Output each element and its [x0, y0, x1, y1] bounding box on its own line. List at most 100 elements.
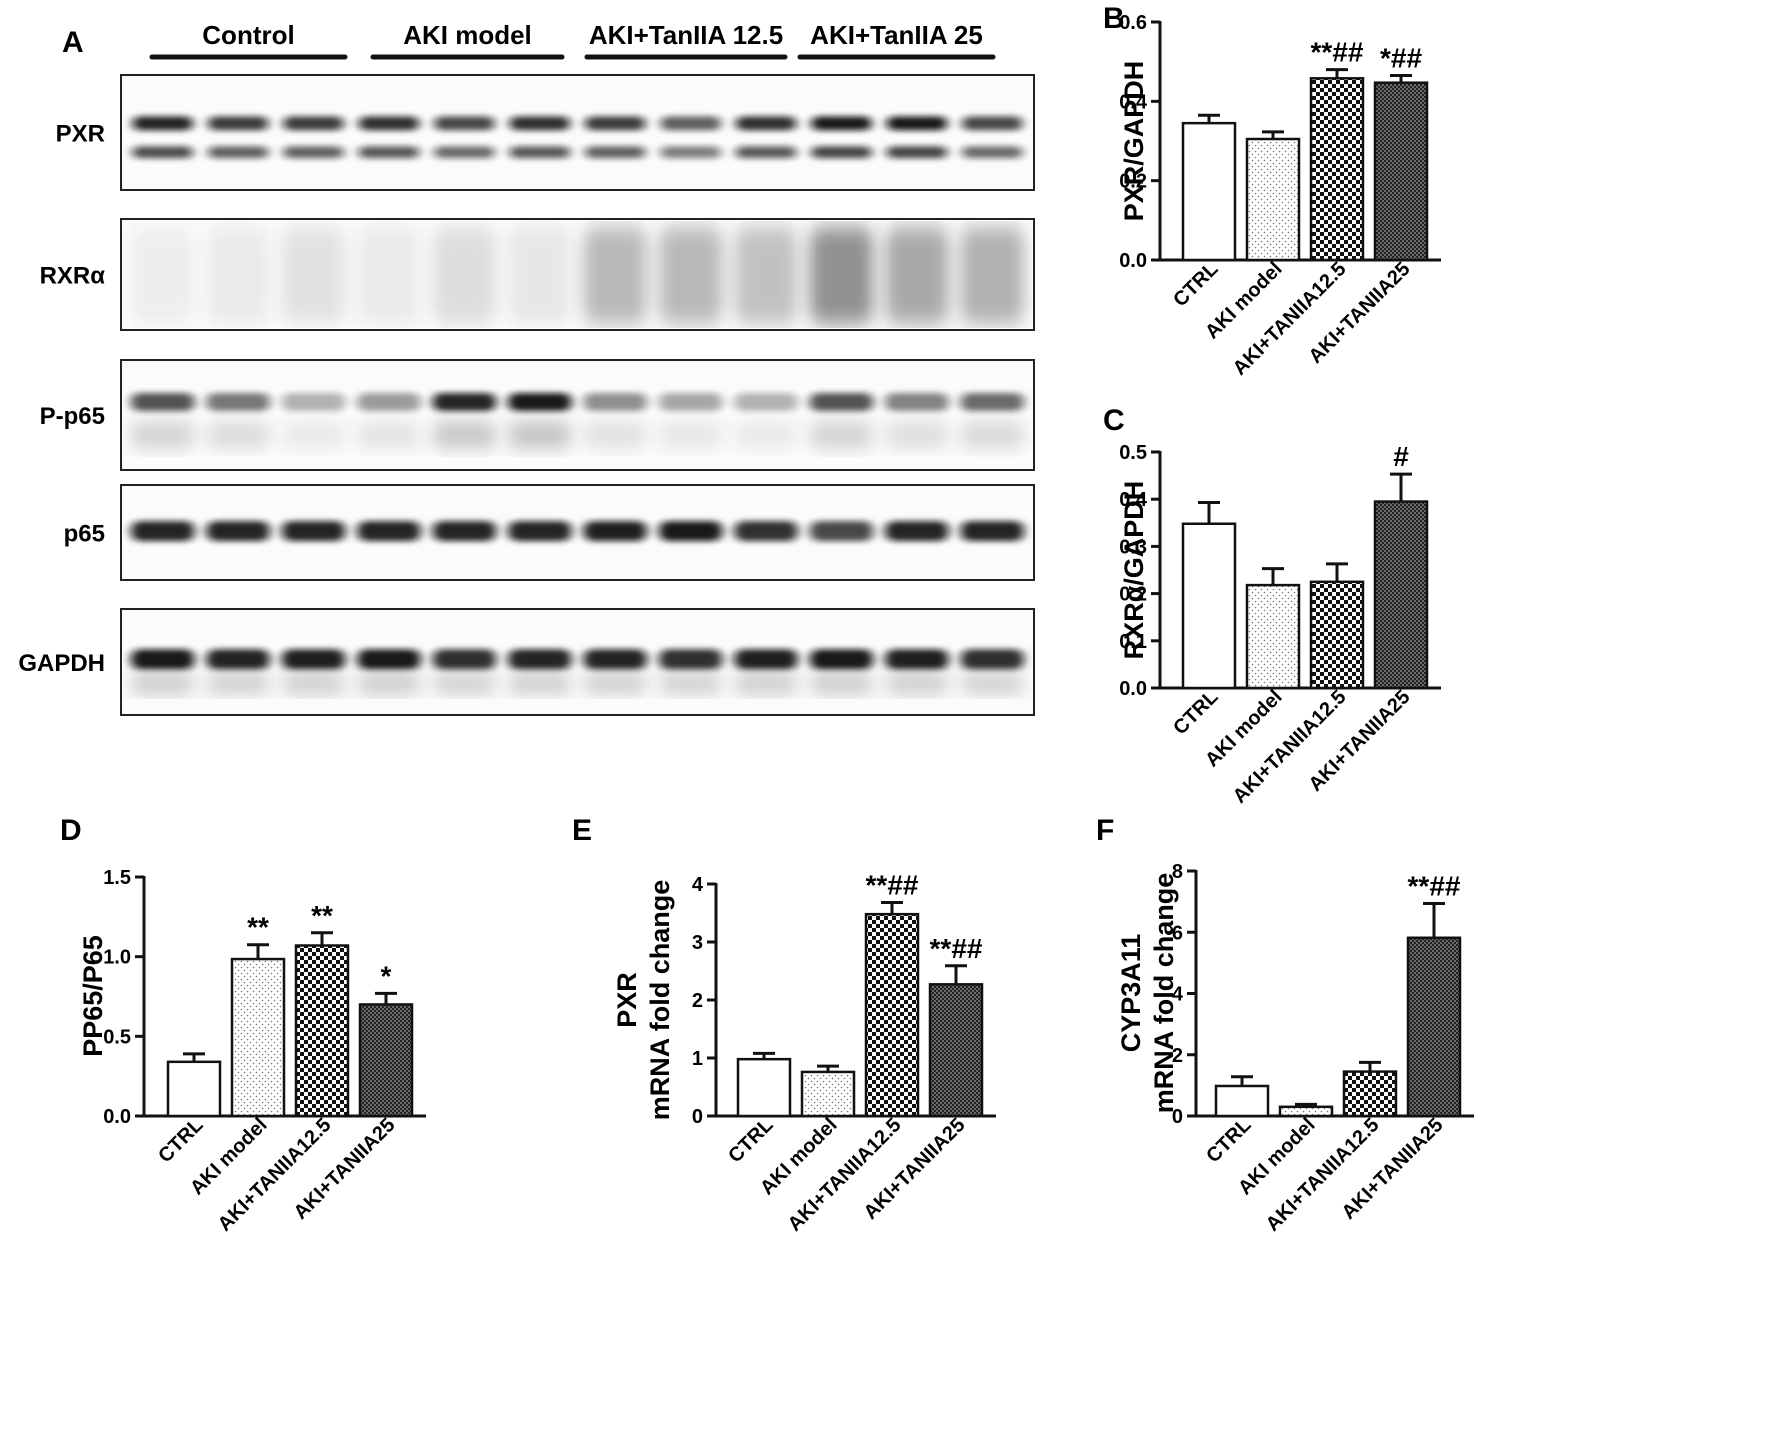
y-tick-label: 0.0: [1119, 250, 1147, 272]
blot-band: [809, 227, 874, 324]
blot-band: [885, 521, 949, 542]
blot-band: [960, 393, 1024, 411]
significance-label: **: [311, 900, 333, 931]
y-tick-label: 1.5: [103, 867, 131, 889]
y-tick-label: 0.4: [1119, 489, 1148, 511]
blot-row-label: p65: [64, 521, 105, 548]
bar: [1214, 1084, 1270, 1118]
blot-band: [885, 423, 949, 446]
y-tick-label: 8: [1172, 861, 1183, 883]
bar: [1373, 81, 1429, 262]
blot-membrane: [120, 484, 1035, 581]
bar: [230, 957, 286, 1118]
blot-band: [281, 521, 346, 542]
y-tick-label: 0: [692, 1106, 703, 1128]
y-tick-label: 1: [692, 1048, 703, 1070]
significance-label: *##: [1380, 43, 1422, 74]
bar: [1342, 1070, 1398, 1118]
blot-band: [734, 649, 798, 670]
y-axis-label: PXR/GAPDH: [1119, 61, 1149, 222]
blot-group-label: AKI model: [403, 20, 532, 50]
blot-band: [357, 674, 421, 691]
blot-band: [132, 146, 193, 159]
blot-group-label: AKI+TanIIA 12.5: [589, 20, 783, 50]
bar: [1245, 583, 1301, 690]
blot-band: [206, 649, 270, 670]
y-tick-label: 0.2: [1119, 584, 1147, 606]
blot-band: [583, 393, 647, 411]
blot-band: [283, 146, 344, 159]
blot-band: [508, 674, 572, 691]
x-category-label: AKI+TANIIA12.5: [1262, 1114, 1384, 1236]
blot-band: [432, 423, 497, 446]
blot-band: [960, 423, 1024, 446]
blot-band: [206, 674, 270, 691]
x-category-label: CTRL: [1202, 1114, 1255, 1167]
blot-band: [508, 649, 572, 670]
blot-group-headers: Control AKI model AKI+TanIIA 12.5 AKI+TanII…: [149, 20, 996, 60]
blot-band: [583, 423, 647, 446]
blot-band: [358, 146, 420, 159]
blot-membrane: [120, 359, 1035, 471]
blot-band: [658, 521, 723, 542]
blot-rows: PXR RXRα P-p65 p65 GAPDH: [18, 74, 1035, 716]
blot-row: PXR: [56, 74, 1035, 191]
blot-band: [432, 674, 497, 691]
blot-band: [809, 674, 874, 691]
blot-membrane: [120, 218, 1035, 331]
blot-band: [131, 674, 195, 691]
y-axis-label: RXRα/GAPDH: [1119, 481, 1149, 660]
blot-band: [583, 227, 647, 324]
significance-label: #: [1393, 441, 1409, 472]
blot-band: [131, 649, 195, 670]
blot-band: [206, 227, 270, 324]
y-tick-label: 0.3: [1119, 536, 1147, 558]
y-tick-label: 0.0: [1119, 678, 1147, 700]
panel-letter-a: A: [62, 26, 84, 59]
blot-band: [281, 423, 346, 446]
bar: [1181, 121, 1237, 262]
blot-band: [960, 674, 1024, 691]
x-category-label: CTRL: [1169, 686, 1222, 739]
significance-label: **##: [1408, 870, 1461, 901]
significance-label: **: [247, 912, 269, 943]
blot-band: [583, 674, 647, 691]
blot-band: [658, 423, 723, 446]
blot-band: [432, 521, 497, 542]
blot-band: [583, 649, 647, 670]
bar: [1309, 580, 1365, 690]
blot-band: [658, 227, 723, 324]
bar: [928, 983, 984, 1118]
panel-letter: E: [572, 814, 592, 847]
blot-band: [357, 423, 421, 446]
blot-band: [658, 393, 723, 411]
blot-band: [357, 393, 421, 411]
blot-band: [432, 393, 497, 411]
bar: [166, 1060, 222, 1118]
x-category-label: CTRL: [154, 1114, 207, 1167]
bar: [1245, 137, 1301, 262]
blot-row: GAPDH: [18, 608, 1035, 716]
blot-band: [734, 423, 798, 446]
bar: [1373, 500, 1429, 690]
bar: [294, 944, 350, 1118]
x-category-label: CTRL: [1169, 258, 1222, 311]
blot-band: [811, 116, 872, 131]
x-category-label: AKI+TANIIA12.5: [784, 1114, 906, 1236]
blot-band: [585, 116, 646, 131]
blot-band: [207, 146, 269, 159]
blot-band: [509, 146, 570, 159]
blot-band: [658, 649, 723, 670]
blot-band: [809, 423, 874, 446]
x-category-label: AKI+TANIIA12.5: [214, 1114, 336, 1236]
y-axis-label: PXR: [612, 972, 642, 1028]
blot-band: [734, 393, 798, 411]
blot-band: [131, 227, 195, 324]
y-tick-label: 1.0: [103, 947, 131, 969]
bar: [1278, 1105, 1334, 1118]
blot-band: [131, 423, 195, 446]
blot-band: [885, 227, 949, 324]
